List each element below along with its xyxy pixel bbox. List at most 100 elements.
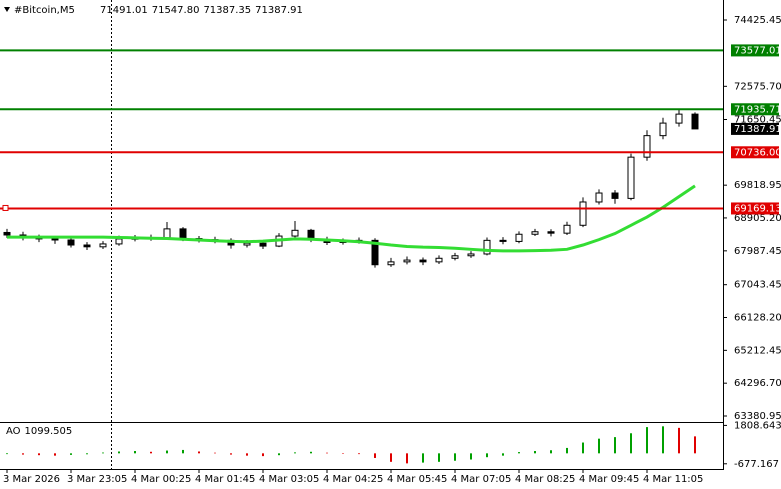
y-tick-label: 66128.20 [734,313,781,324]
menu-arrow[interactable] [4,7,10,12]
candle-body [115,238,123,245]
x-tick-label: 4 Mar 11:05 [643,474,703,485]
y-tick-label: 68905.20 [734,213,781,224]
level-marker [2,204,9,211]
ao-bar [246,453,248,456]
x-tick-label: 4 Mar 00:25 [131,474,191,485]
ao-bar [294,452,296,454]
quote-value: 71547.80 [152,5,200,16]
candle-body [499,239,507,242]
ao-bar [150,451,152,454]
candle-body [627,156,635,199]
ao-bar [134,451,136,454]
level-label-box [731,146,779,159]
candle-body [419,259,427,263]
ao-bar [358,453,360,455]
ao-bar [582,442,584,454]
candle-body [563,224,571,234]
ao-bar [502,453,504,456]
candle-body [467,253,475,257]
ao-bar [182,449,184,454]
ao-bar [518,452,520,454]
y-tick-label: 63380.95 [734,411,781,422]
level-label-box [731,202,779,215]
ao-bar [262,453,264,457]
ao-bar [102,452,104,454]
y-tick-label: 69818.95 [734,180,781,191]
candle-body [675,113,683,124]
ao-bar [614,437,616,454]
ao-bar [534,451,536,454]
candle-body [515,233,523,242]
candle-body [243,242,251,246]
candle-body [291,229,299,237]
price-label: 71387.91 [734,124,781,135]
candle-body [643,135,651,158]
y-tick-label: 67043.45 [734,280,781,291]
candle-body [483,239,491,255]
candle-body [435,257,443,263]
candle-body [531,231,539,235]
level-label-box [731,44,779,57]
y-tick-label: 67987.45 [734,246,781,257]
ao-title: AO [6,426,21,437]
quote-value: 71491.01 [100,5,148,16]
candle-body [403,259,411,263]
ao-bar [230,453,232,455]
ao-bar [22,453,24,455]
ao-bar [374,453,376,458]
x-tick-label: 4 Mar 05:45 [387,474,447,485]
candle-body [163,228,171,239]
y-tick-label: 64296.70 [734,378,781,389]
ao-bar [550,450,552,454]
y-tick-label: -677.167 [734,459,779,470]
x-tick-label: 4 Mar 01:45 [195,474,255,485]
quote-value: 71387.91 [255,5,303,16]
ao-bar [166,450,168,454]
ao-bar [678,427,680,454]
candle-body [691,113,699,130]
ao-bar [278,453,280,456]
candle-body [579,201,587,226]
level-label: 70736.00 [734,147,781,158]
ao-bar [214,452,216,454]
ao-bar [38,453,40,456]
candle-body [659,122,667,137]
candle-body [595,192,603,203]
price-label-box [731,122,779,135]
ao-bar [630,433,632,454]
ao-bar [454,453,456,461]
ao-bar [422,453,424,463]
ao-bar [646,427,648,454]
ao-bar [118,451,120,454]
candle-body [259,242,267,247]
candle-body [547,231,555,234]
candle-body [3,231,11,236]
ao-value: 1099.505 [25,426,73,437]
x-tick-label: 4 Mar 03:05 [259,474,319,485]
level-label: 69169.13 [734,203,781,214]
y-tick-label: 1808.643 [734,420,781,431]
x-tick-label: 3 Mar 23:05 [67,474,127,485]
level-label: 71935.71 [734,104,781,115]
ao-bar [390,453,392,462]
ao-bar [694,436,696,454]
y-tick-label: 71650.45 [734,114,781,125]
ao-bar [438,453,440,462]
candle-body [451,255,459,259]
level-label: 73577.01 [734,45,781,56]
symbol-title: #Bitcoin,M5 [14,5,75,16]
candle-body [611,192,619,199]
y-tick-label: 74425.45 [734,15,781,26]
y-tick-label: 65212.45 [734,345,781,356]
x-tick-label: 4 Mar 07:05 [451,474,511,485]
ao-bar [662,426,664,454]
candle-body [99,243,107,248]
ao-bar [6,453,8,455]
candle-body [67,239,75,246]
ao-bar [486,453,488,458]
moving-average [7,184,696,253]
candle-body [387,261,395,266]
ao-bar [598,438,600,454]
